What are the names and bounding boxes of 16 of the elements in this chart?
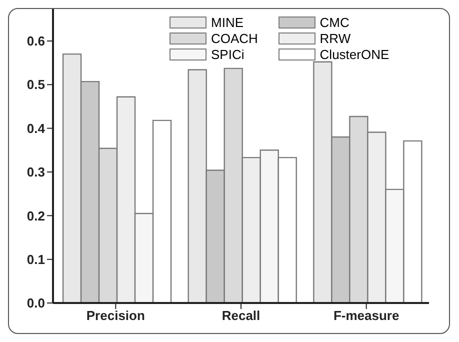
x-tick-label: Precision [86,308,145,324]
y-tick-label: 0.5 [26,77,45,92]
legend-label: CMC [320,15,350,30]
y-tick-label: 0.6 [26,34,45,49]
y-tick-label: 0.3 [26,164,45,180]
legend-label: ClusterONE [320,47,390,62]
x-tick-label: F-measure [333,308,400,324]
x-tick-label: Recall [222,308,260,324]
legend-label: SPICi [211,47,244,62]
y-tick-label: 0.1 [26,252,45,267]
y-tick-label: 0.2 [26,208,45,224]
legend-label: COACH [211,31,258,46]
y-tick-label: 0.4 [26,120,46,136]
y-tick-label: 0.0 [26,296,45,311]
legend-label: RRW [320,31,351,46]
legend-label: MINE [211,15,244,30]
